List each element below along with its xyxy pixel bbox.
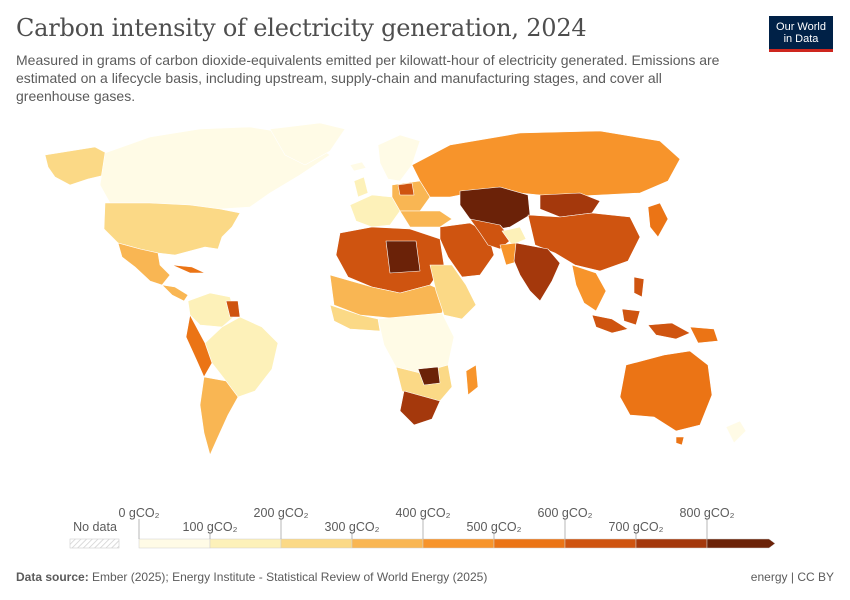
region-east-africa[interactable] [429,264,477,320]
legend-lower-tick-label: 100 gCO₂ [183,520,238,534]
owid-logo[interactable]: Our World in Data [769,16,833,52]
region-southeast-asia[interactable] [571,264,607,312]
topic-link[interactable]: energy [750,570,788,584]
legend-bin[interactable] [422,538,495,549]
region-afghanistan[interactable] [501,226,527,246]
region-central-africa[interactable] [377,312,455,374]
legend-upper-tick-label: 600 gCO₂ [538,506,593,520]
legend-bin[interactable] [138,538,211,549]
region-uk[interactable] [353,176,369,198]
region-mexico[interactable] [117,242,171,286]
license-link[interactable]: CC BY [797,570,834,584]
footer-separator: | [790,570,794,584]
region-papua[interactable] [689,326,719,344]
region-tasmania[interactable] [675,436,685,446]
region-india[interactable] [513,242,561,302]
data-source-label: Data source: [16,570,89,584]
legend-upper-tick-label: 0 gCO₂ [119,506,160,520]
legend-lower-tick-label: 500 gCO₂ [467,520,522,534]
legend-bin[interactable] [635,538,708,549]
legend-bin[interactable] [706,538,776,549]
region-central-america[interactable] [161,284,189,302]
region-poland[interactable] [397,182,415,196]
legend-bin[interactable] [280,538,353,549]
data-source-text: Ember (2025); Energy Institute - Statist… [92,570,488,584]
legend-upper-tick-label: 200 gCO₂ [254,506,309,520]
region-north-south-america[interactable] [187,292,237,328]
region-west-africa[interactable] [329,304,381,332]
legend-bin[interactable] [493,538,566,549]
region-madagascar[interactable] [465,364,479,396]
region-alaska[interactable] [44,146,111,186]
chart-title: Carbon intensity of electricity generati… [16,14,587,42]
region-caribbean[interactable] [171,264,206,274]
region-zimbabwe[interactable] [417,366,441,386]
logo-line-1: Our World [776,21,826,33]
legend-upper-tick-label: 400 gCO₂ [396,506,451,520]
chart-subtitle: Measured in grams of carbon dioxide-equi… [16,52,720,104]
legend-lower-tick-label: 700 gCO₂ [609,520,664,534]
region-philippines[interactable] [633,276,645,298]
legend-bin[interactable] [209,538,282,549]
region-iran[interactable] [469,218,513,250]
no-data-swatch [69,538,120,549]
world-map[interactable] [0,115,850,465]
region-libya[interactable] [385,240,421,274]
region-central-asia[interactable] [459,186,531,232]
region-southern-cone[interactable] [199,376,239,456]
no-data-label: No data [73,520,117,534]
legend-bin[interactable] [351,538,424,549]
region-indonesia[interactable] [591,308,691,340]
region-australia[interactable] [619,350,713,432]
region-russia[interactable] [411,130,681,198]
region-new-zealand[interactable] [725,420,747,444]
region-turkey[interactable] [399,210,453,228]
region-iceland[interactable] [349,161,367,172]
region-greenland[interactable] [269,122,346,166]
logo-line-2: in Data [783,33,819,45]
region-western-europe[interactable] [349,194,401,228]
region-south-africa[interactable] [399,390,441,426]
legend-lower-tick-label: 300 gCO₂ [325,520,380,534]
region-scandinavia[interactable] [377,134,421,182]
legend-upper-tick-label: 800 gCO₂ [680,506,735,520]
legend-bin[interactable] [564,538,637,549]
data-source: Data source: Ember (2025); Energy Instit… [16,570,487,584]
region-japan[interactable] [647,202,669,238]
map-legend: No data 0 gCO₂ 200 gCO₂ 400 gCO₂ 600 gCO₂ 80… [69,506,776,549]
footer-meta: energy | CC BY [751,570,834,584]
